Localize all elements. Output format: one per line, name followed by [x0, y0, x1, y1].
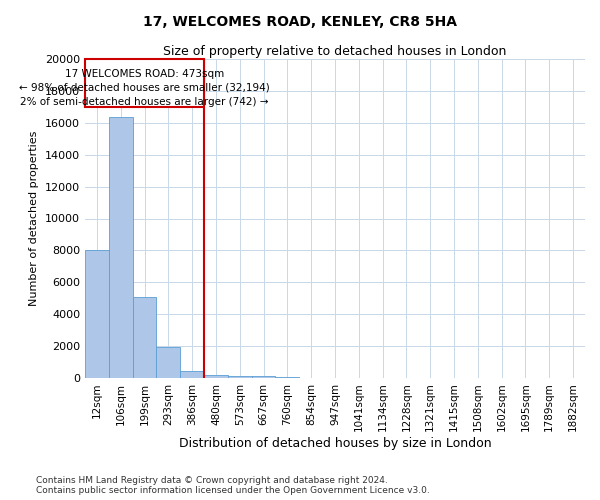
Bar	[157, 347, 180, 378]
Text: ← 98% of detached houses are smaller (32,194): ← 98% of detached houses are smaller (32…	[19, 83, 270, 93]
Title: Size of property relative to detached houses in London: Size of property relative to detached ho…	[163, 45, 506, 58]
Bar	[204, 375, 228, 378]
FancyBboxPatch shape	[85, 59, 204, 107]
Bar	[275, 377, 299, 378]
Bar	[133, 296, 157, 378]
Text: 17, WELCOMES ROAD, KENLEY, CR8 5HA: 17, WELCOMES ROAD, KENLEY, CR8 5HA	[143, 15, 457, 29]
Bar	[228, 376, 251, 378]
Bar	[251, 376, 275, 378]
Text: 17 WELCOMES ROAD: 473sqm: 17 WELCOMES ROAD: 473sqm	[65, 68, 224, 78]
Text: 2% of semi-detached houses are larger (742) →: 2% of semi-detached houses are larger (7…	[20, 97, 269, 107]
Text: Contains HM Land Registry data © Crown copyright and database right 2024.
Contai: Contains HM Land Registry data © Crown c…	[36, 476, 430, 495]
X-axis label: Distribution of detached houses by size in London: Distribution of detached houses by size …	[179, 437, 491, 450]
Bar	[180, 372, 204, 378]
Bar	[85, 250, 109, 378]
Bar	[109, 116, 133, 378]
Y-axis label: Number of detached properties: Number of detached properties	[29, 131, 40, 306]
